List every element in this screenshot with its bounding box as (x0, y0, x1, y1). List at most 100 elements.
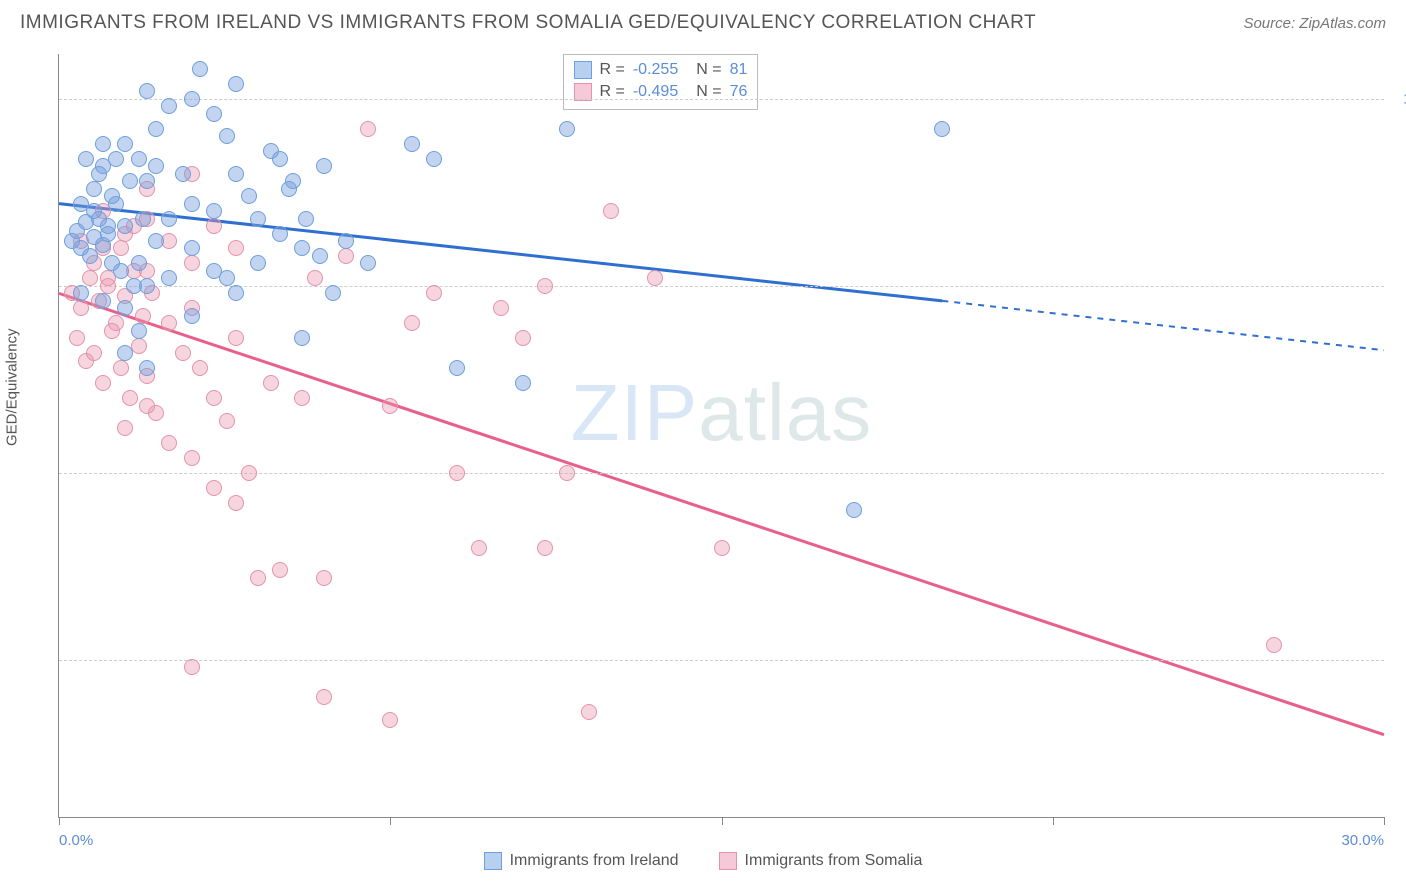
data-point (113, 263, 129, 279)
y-tick-label: 75.0% (1394, 464, 1406, 481)
source-label: Source: ZipAtlas.com (1243, 15, 1386, 32)
data-point (581, 704, 597, 720)
data-point (100, 226, 116, 242)
y-tick-label: 62.5% (1394, 651, 1406, 668)
data-point (559, 465, 575, 481)
data-point (82, 248, 98, 264)
data-point (537, 278, 553, 294)
stats-row: R = -0.255 N = 81 (574, 59, 748, 81)
plot-area: ZIPatlas R =-0.255N =81R =-0.495N =76 62… (58, 54, 1384, 818)
data-point (175, 166, 191, 182)
data-point (206, 480, 222, 496)
data-point (161, 98, 177, 114)
data-point (338, 248, 354, 264)
data-point (294, 330, 310, 346)
data-point (139, 398, 155, 414)
y-tick-label: 87.5% (1394, 277, 1406, 294)
data-point (250, 255, 266, 271)
y-tick-label: 100.0% (1394, 90, 1406, 107)
data-point (250, 211, 266, 227)
data-point (449, 360, 465, 376)
data-point (206, 263, 222, 279)
data-point (449, 465, 465, 481)
data-point (192, 61, 208, 77)
data-point (263, 375, 279, 391)
legend-label: Immigrants from Ireland (510, 852, 679, 870)
data-point (113, 240, 129, 256)
data-point (184, 196, 200, 212)
gridline-h (59, 660, 1384, 661)
data-point (404, 136, 420, 152)
data-point (117, 218, 133, 234)
x-tick (390, 817, 391, 825)
legend-item: Immigrants from Ireland (484, 852, 679, 870)
data-point (360, 121, 376, 137)
data-point (184, 308, 200, 324)
series-swatch (574, 61, 592, 79)
r-value: -0.255 (633, 61, 678, 79)
legend-swatch (719, 852, 737, 870)
data-point (184, 240, 200, 256)
data-point (135, 308, 151, 324)
data-point (325, 285, 341, 301)
data-point (241, 188, 257, 204)
data-point (228, 330, 244, 346)
data-point (78, 151, 94, 167)
data-point (139, 360, 155, 376)
data-point (117, 345, 133, 361)
legend-swatch (484, 852, 502, 870)
data-point (117, 136, 133, 152)
data-point (206, 390, 222, 406)
r-label: R = (600, 61, 625, 79)
data-point (206, 203, 222, 219)
data-point (69, 330, 85, 346)
data-point (316, 158, 332, 174)
data-point (82, 270, 98, 286)
data-point (241, 465, 257, 481)
n-label: N = (696, 61, 721, 79)
data-point (934, 121, 950, 137)
data-point (139, 83, 155, 99)
n-value: 81 (730, 61, 748, 79)
data-point (73, 285, 89, 301)
data-point (228, 240, 244, 256)
data-point (108, 151, 124, 167)
data-point (86, 345, 102, 361)
x-tick (722, 817, 723, 825)
data-point (184, 659, 200, 675)
data-point (382, 398, 398, 414)
data-point (131, 323, 147, 339)
data-point (647, 270, 663, 286)
gridline-h (59, 286, 1384, 287)
data-point (104, 323, 120, 339)
trend-line-extrapolated (942, 301, 1384, 350)
gridline-h (59, 473, 1384, 474)
data-point (846, 502, 862, 518)
data-point (206, 218, 222, 234)
trend-line (59, 293, 1384, 734)
data-point (131, 255, 147, 271)
trend-lines-layer (59, 54, 1384, 817)
data-point (73, 300, 89, 316)
data-point (148, 233, 164, 249)
data-point (515, 375, 531, 391)
data-point (161, 435, 177, 451)
data-point (135, 211, 151, 227)
data-point (298, 211, 314, 227)
x-tick-label: 30.0% (1341, 832, 1384, 849)
data-point (95, 375, 111, 391)
data-point (184, 255, 200, 271)
data-point (95, 293, 111, 309)
data-point (122, 173, 138, 189)
data-point (148, 158, 164, 174)
data-point (272, 151, 288, 167)
data-point (219, 413, 235, 429)
data-point (360, 255, 376, 271)
data-point (382, 712, 398, 728)
data-point (126, 278, 142, 294)
x-tick (59, 817, 60, 825)
stats-legend-box: R =-0.255N =81R =-0.495N =76 (563, 54, 759, 110)
data-point (537, 540, 553, 556)
data-point (122, 390, 138, 406)
data-point (161, 315, 177, 331)
